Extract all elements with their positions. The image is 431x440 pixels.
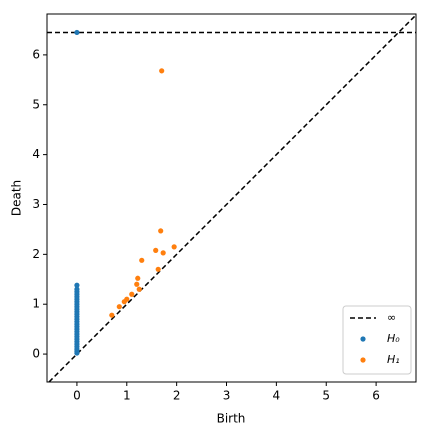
x-tick-label: 6 bbox=[372, 389, 380, 403]
legend-label: ∞ bbox=[387, 311, 396, 324]
legend-marker bbox=[360, 357, 366, 363]
y-tick-label: 5 bbox=[32, 97, 40, 111]
legend: ∞ H₀ H₁ bbox=[342, 305, 412, 375]
y-tick-label: 0 bbox=[32, 347, 40, 361]
point bbox=[129, 291, 135, 297]
point bbox=[136, 286, 142, 292]
point bbox=[171, 244, 177, 250]
y-tick-label: 1 bbox=[32, 297, 40, 311]
point bbox=[109, 312, 115, 318]
legend-box bbox=[342, 305, 412, 375]
plot-frame bbox=[46, 13, 417, 383]
point bbox=[134, 281, 140, 287]
x-tick-label: 1 bbox=[123, 389, 131, 403]
y-axis-label: Death bbox=[10, 180, 24, 216]
x-tick-label: 0 bbox=[73, 389, 81, 403]
legend-marker bbox=[360, 336, 366, 342]
diagonal bbox=[48, 14, 417, 383]
point bbox=[160, 250, 166, 256]
legend-label: H₀ bbox=[387, 332, 400, 345]
point bbox=[139, 257, 145, 263]
x-tick-label: 5 bbox=[322, 389, 330, 403]
y-tick-label: 3 bbox=[32, 197, 40, 211]
point bbox=[116, 304, 122, 310]
y-tick-label: 4 bbox=[32, 147, 40, 161]
point bbox=[135, 275, 141, 281]
x-tick-label: 2 bbox=[173, 389, 181, 403]
point bbox=[124, 296, 130, 302]
legend-label: H₁ bbox=[387, 353, 400, 366]
y-tick-label: 2 bbox=[32, 247, 40, 261]
y-tick-label: 6 bbox=[32, 47, 40, 61]
point bbox=[159, 68, 165, 74]
point bbox=[74, 29, 80, 36]
x-tick-label: 4 bbox=[273, 389, 281, 403]
point bbox=[158, 228, 164, 234]
point bbox=[155, 266, 161, 272]
point bbox=[74, 286, 80, 292]
x-tick-label: 3 bbox=[223, 389, 231, 403]
point bbox=[74, 282, 80, 288]
point bbox=[153, 247, 159, 253]
x-axis-label: Birth bbox=[217, 412, 246, 426]
